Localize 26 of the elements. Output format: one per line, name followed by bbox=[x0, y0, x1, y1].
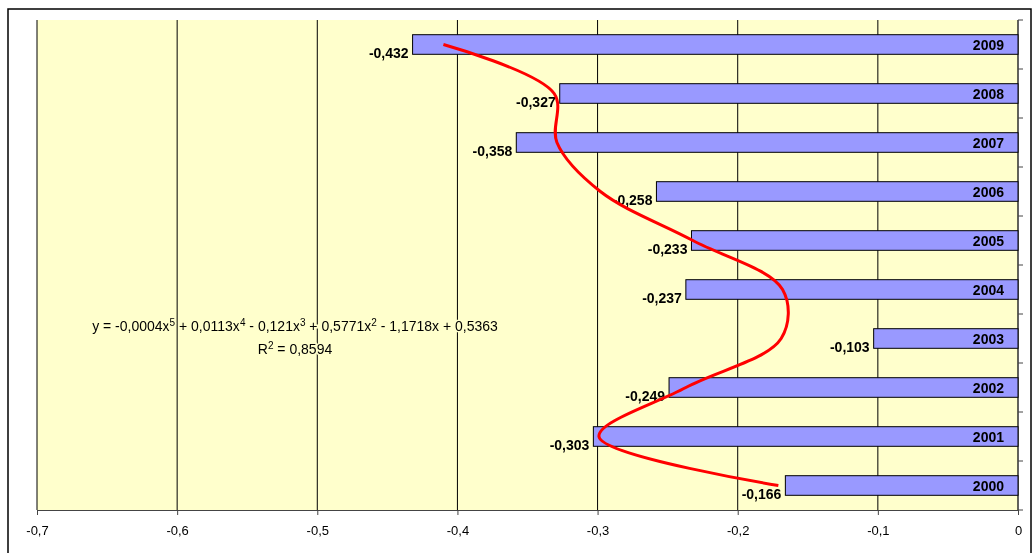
y-tick-label: 2004 bbox=[972, 281, 1005, 298]
x-tick-label: -0,7 bbox=[26, 522, 49, 538]
x-tick-label: -0,4 bbox=[446, 522, 470, 538]
x-tick-label: -0,6 bbox=[166, 522, 189, 538]
data-label: -0,358 bbox=[472, 142, 513, 159]
data-label: -0,237 bbox=[642, 289, 683, 306]
data-label: -0,432 bbox=[368, 44, 409, 61]
y-tick-label: 2005 bbox=[972, 232, 1005, 249]
x-tick-label: -0,5 bbox=[306, 522, 329, 538]
y-tick-label: 2008 bbox=[972, 85, 1005, 102]
x-tick-label: -0,1 bbox=[867, 522, 890, 538]
data-label: -0,233 bbox=[647, 240, 688, 257]
data-label: -0,166 bbox=[741, 485, 782, 502]
x-tick-label: -0,3 bbox=[586, 522, 610, 538]
y-tick-label: 2000 bbox=[972, 477, 1005, 494]
data-label: -0,103 bbox=[829, 338, 870, 355]
data-label: -0,303 bbox=[549, 436, 590, 453]
x-tick-label: -0,2 bbox=[727, 522, 750, 538]
y-tick-label: 2002 bbox=[972, 379, 1005, 396]
y-tick-label: 2003 bbox=[972, 330, 1005, 347]
y-tick-label: 2009 bbox=[972, 36, 1005, 53]
data-label: -0,327 bbox=[516, 93, 556, 110]
y-tick-label: 2006 bbox=[972, 183, 1005, 200]
y-tick-label: 2007 bbox=[972, 134, 1005, 151]
x-tick-label: 0 bbox=[1014, 522, 1023, 538]
y-tick-label: 2001 bbox=[972, 428, 1005, 445]
